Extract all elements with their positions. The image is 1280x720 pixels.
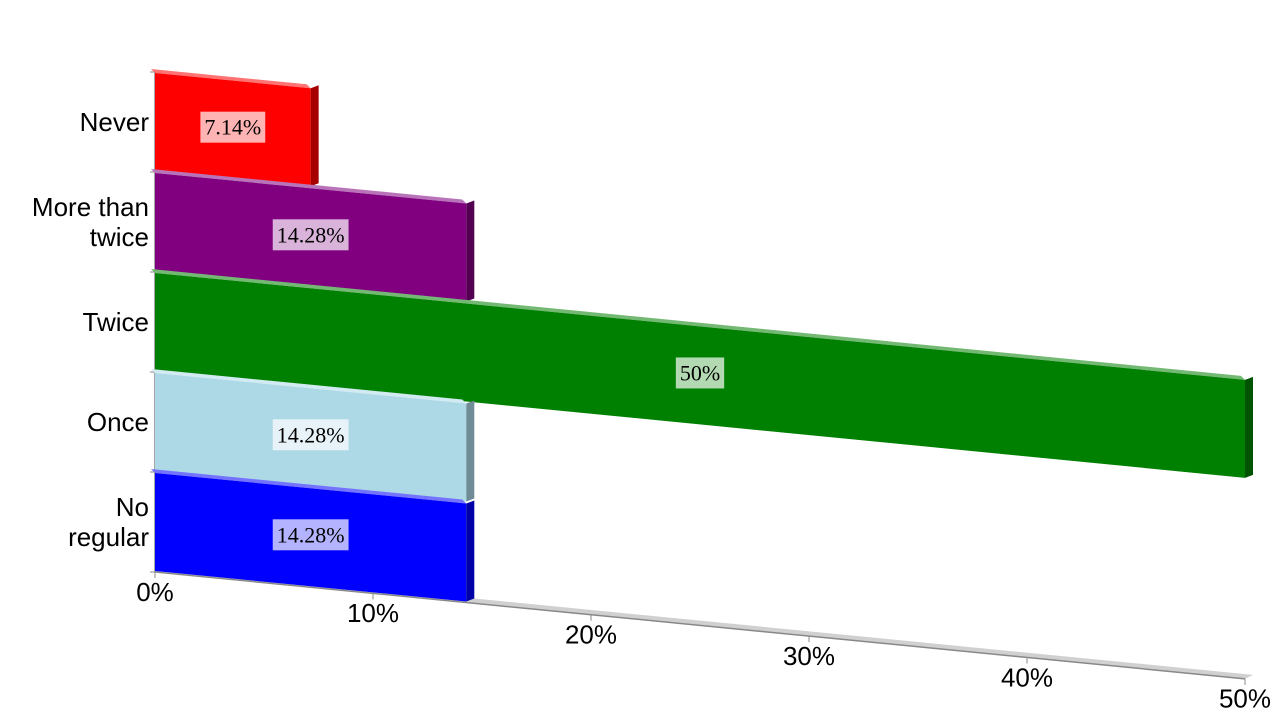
bar-top <box>151 469 467 504</box>
value-label: 14.28% <box>277 222 345 247</box>
bar-side <box>310 85 319 187</box>
value-label-bg <box>200 111 266 143</box>
category-label: No regular <box>68 492 149 552</box>
bar-group: 14.28% <box>151 469 475 602</box>
bar-group: 14.28% <box>151 169 475 302</box>
x-tick-label: 50% <box>1219 684 1271 714</box>
bar-side <box>1245 376 1253 478</box>
bar-side <box>466 200 475 302</box>
x-tick-label: 20% <box>565 620 617 650</box>
category-label: Never <box>79 107 149 137</box>
bar-side <box>466 500 475 602</box>
category-label: More than twice <box>31 192 149 252</box>
value-label-bg <box>272 419 349 451</box>
bar-top <box>151 69 311 89</box>
bar-top <box>151 169 467 204</box>
value-label: 14.28% <box>277 522 345 547</box>
bar-top <box>151 369 467 404</box>
category-label: Once <box>86 407 149 437</box>
value-label: 50% <box>680 360 720 385</box>
value-label: 7.14% <box>204 115 261 140</box>
value-label-bg <box>675 357 725 389</box>
category-label: Twice <box>82 307 149 337</box>
x-axis <box>154 571 1246 680</box>
x-tick-label: 10% <box>347 598 399 628</box>
value-label-bg <box>272 519 349 551</box>
bar-group: 14.28% <box>151 369 475 502</box>
x-tick-label: 40% <box>1001 662 1053 692</box>
bar-group: 50% <box>151 269 1253 478</box>
value-label: 14.28% <box>277 422 345 447</box>
bar-group: 7.14% <box>151 69 319 187</box>
bar-top <box>151 269 1245 380</box>
value-label-bg <box>272 219 349 251</box>
x-tick-label: 0% <box>136 577 174 607</box>
bar-side <box>466 400 475 502</box>
x-tick-label: 30% <box>783 641 835 671</box>
